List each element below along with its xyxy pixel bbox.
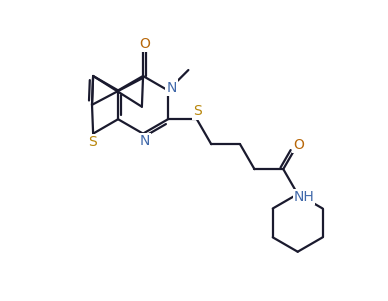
- Text: S: S: [193, 104, 202, 119]
- Text: S: S: [88, 135, 97, 149]
- Text: O: O: [293, 138, 304, 152]
- Text: N: N: [140, 134, 150, 148]
- Text: N: N: [166, 81, 177, 95]
- Text: NH: NH: [294, 190, 314, 204]
- Text: O: O: [139, 37, 150, 51]
